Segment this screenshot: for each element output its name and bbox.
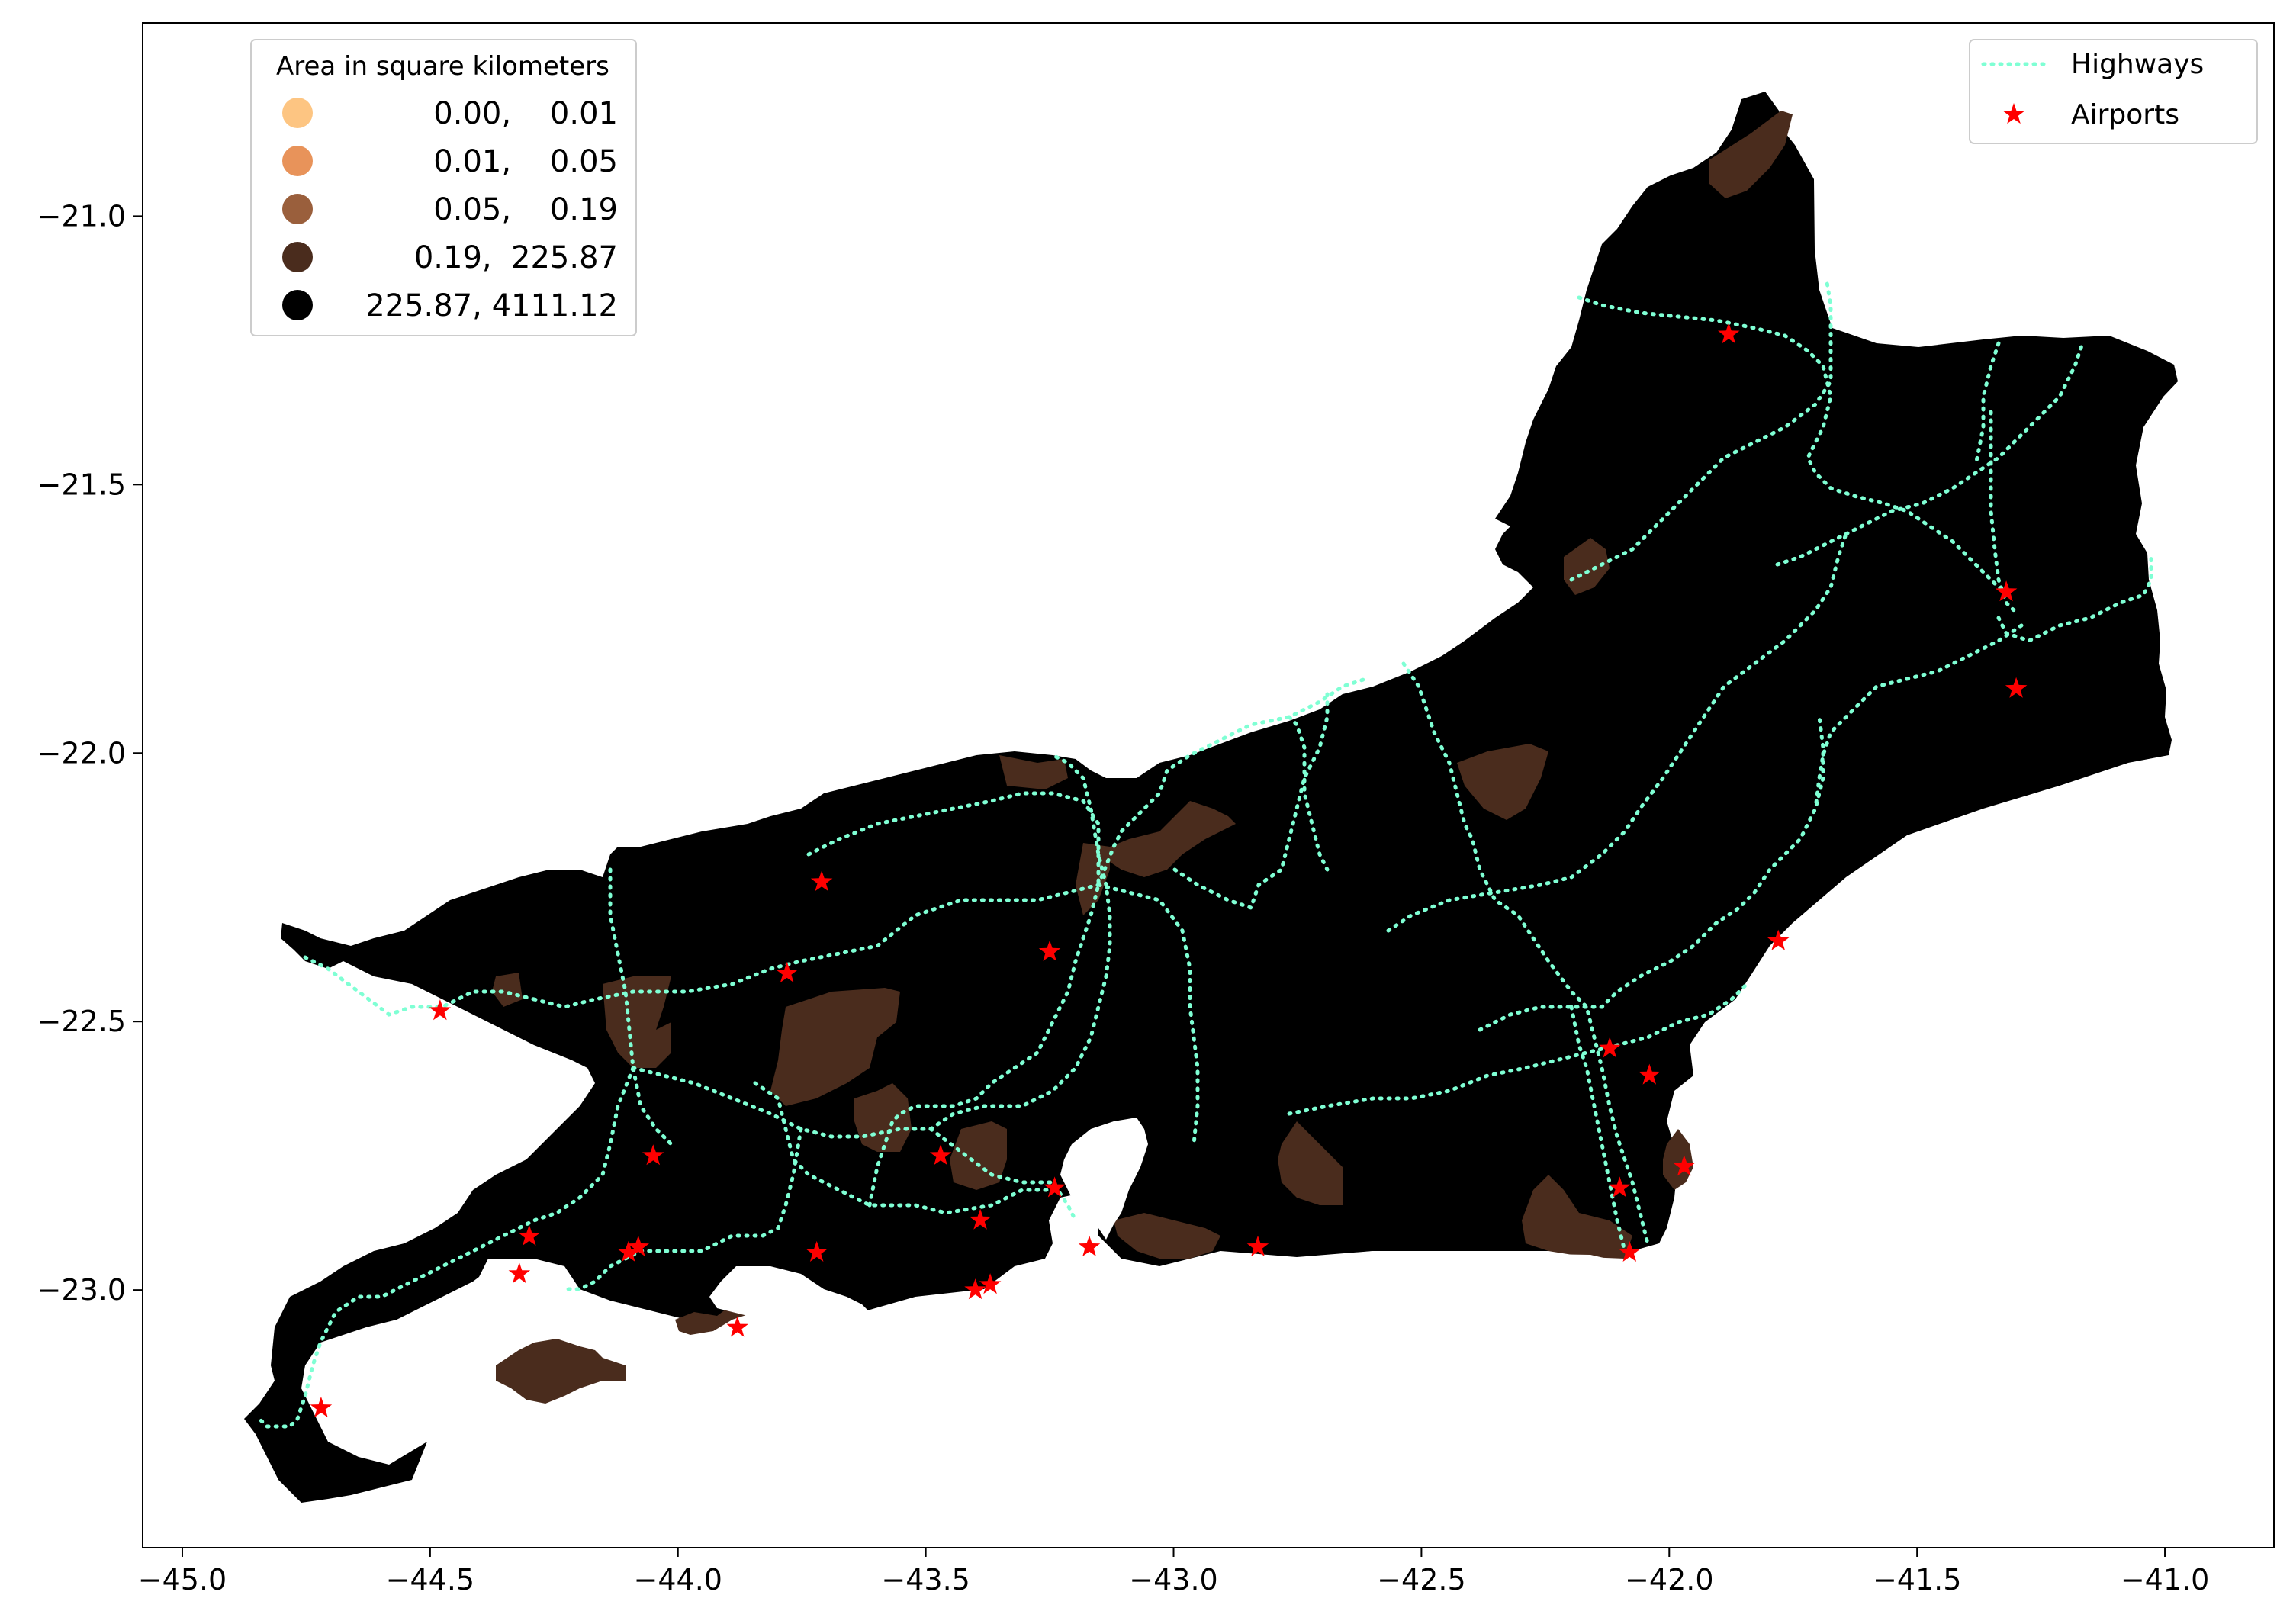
area-legend-box xyxy=(250,39,637,336)
airport-marker xyxy=(508,1262,531,1284)
area-legend-swatch xyxy=(282,146,313,176)
area-legend-label: 0.05, 0.19 xyxy=(433,192,618,227)
area-legend-entries: 0.00, 0.01 0.01, 0.05 0.05, 0.19 0.19, 225.… xyxy=(282,96,618,323)
airport-marker xyxy=(964,1278,986,1300)
map-layers xyxy=(244,92,2178,1548)
airport-marker xyxy=(979,1273,1002,1294)
airport-marker xyxy=(310,1397,333,1418)
airport-marker xyxy=(1599,1037,1621,1058)
x-tick-label: −42.5 xyxy=(1377,1563,1465,1597)
y-tick-label: −22.0 xyxy=(37,736,126,770)
airport-marker xyxy=(2005,677,2028,698)
airport-marker xyxy=(1609,1176,1631,1198)
x-tick-label: −41.5 xyxy=(1873,1563,1961,1597)
axis-ticks: −45.0 −44.5 −44.0 −43.5 −43.0 −42.5 −42.0 −41.5… xyxy=(37,199,2210,1597)
state-region xyxy=(244,92,2178,1503)
x-tick-label: −45.0 xyxy=(138,1563,227,1597)
airport-marker xyxy=(1767,929,1790,950)
area-legend-swatch xyxy=(282,290,313,320)
airport-marker xyxy=(1995,580,2018,602)
area-legend-swatch xyxy=(282,242,313,272)
y-tick-label: −22.5 xyxy=(37,1005,126,1038)
y-tick-label: −21.5 xyxy=(37,468,126,501)
x-tick-label: −43.5 xyxy=(881,1563,970,1597)
airport-marker xyxy=(617,1240,639,1262)
area-legend-label: 225.87, 4111.12 xyxy=(365,288,618,323)
x-tick-label: −42.0 xyxy=(1625,1563,1713,1597)
y-tick-label: −21.0 xyxy=(37,199,126,233)
highways-legend-label: Highways xyxy=(2071,49,2204,80)
airport-marker xyxy=(1246,1235,1269,1256)
x-tick-label: −44.5 xyxy=(386,1563,474,1597)
layers-legend: Highways Airports xyxy=(1969,39,2258,144)
x-tick-label: −41.0 xyxy=(2121,1563,2209,1597)
airport-marker xyxy=(969,1208,992,1230)
area-legend-swatch xyxy=(282,98,313,128)
area-legend: Area in square kilometers 0.00, 0.01 0.01… xyxy=(250,39,637,336)
y-tick-label: −23.0 xyxy=(37,1273,126,1307)
area-legend-label: 0.19, 225.87 xyxy=(414,240,618,275)
airport-marker xyxy=(726,1316,748,1337)
airport-marker xyxy=(1038,940,1061,961)
x-tick-label: −43.0 xyxy=(1129,1563,1217,1597)
airports-legend-star-icon xyxy=(2002,103,2025,124)
area-legend-swatch xyxy=(282,194,313,224)
area-legend-title: Area in square kilometers xyxy=(276,51,609,82)
area-legend-label: 0.01, 0.05 xyxy=(433,144,618,179)
airport-marker xyxy=(627,1235,649,1256)
area-legend-label: 0.00, 0.01 xyxy=(433,96,618,131)
airport-marker xyxy=(642,1144,664,1166)
airports-legend-label: Airports xyxy=(2071,99,2179,130)
airport-marker xyxy=(1718,323,1740,344)
airport-marker xyxy=(429,999,452,1021)
airport-marker xyxy=(1078,1235,1101,1256)
axes-frame xyxy=(142,22,2275,1548)
airport-marker xyxy=(806,1240,828,1262)
x-tick-label: −44.0 xyxy=(634,1563,722,1597)
airport-marker xyxy=(776,961,798,982)
airport-marker xyxy=(929,1144,952,1166)
airport-marker xyxy=(518,1224,541,1246)
airport-marker xyxy=(1639,1063,1661,1085)
airport-marker xyxy=(1044,1176,1066,1198)
airports-legend-swatch xyxy=(2002,103,2025,124)
airport-marker xyxy=(810,870,833,892)
highways xyxy=(257,280,2153,1429)
airport-marker xyxy=(1673,1155,1695,1176)
airport-marker xyxy=(1619,1240,1641,1262)
area-class-0.19-225.87 xyxy=(492,111,1793,1404)
airports-layer xyxy=(310,323,2028,1418)
